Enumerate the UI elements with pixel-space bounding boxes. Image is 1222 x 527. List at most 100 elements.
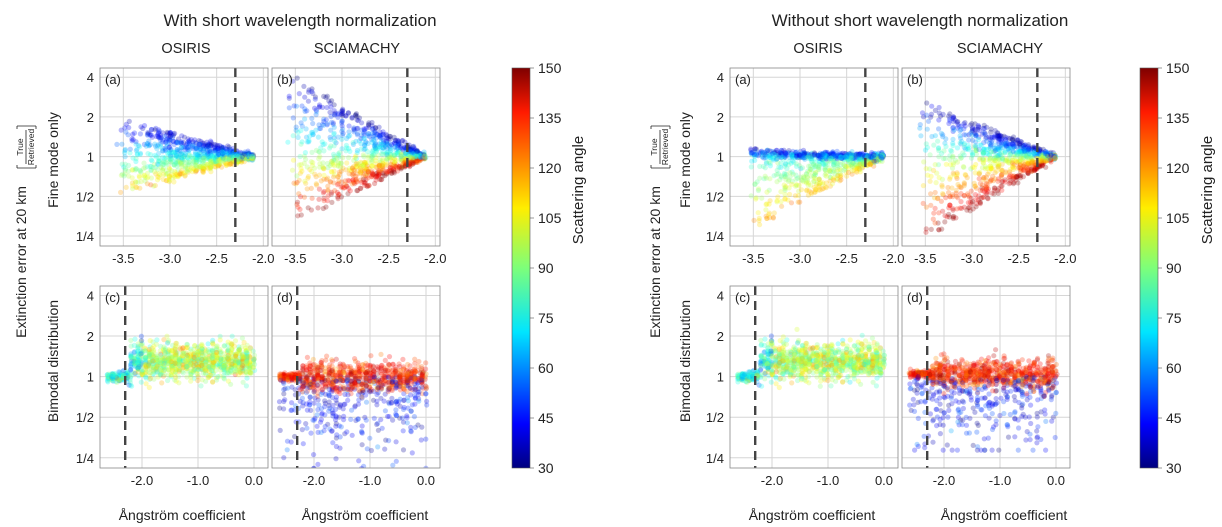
data-point xyxy=(157,357,163,363)
data-point xyxy=(143,375,149,381)
data-point xyxy=(307,399,313,405)
data-point xyxy=(196,360,202,366)
data-point xyxy=(194,155,200,161)
data-point xyxy=(187,362,193,368)
data-point xyxy=(343,148,349,154)
data-point xyxy=(321,93,327,99)
data-point xyxy=(419,377,425,383)
data-point xyxy=(845,153,851,159)
data-point xyxy=(281,376,287,382)
data-point xyxy=(831,167,837,174)
data-point xyxy=(846,169,852,175)
data-point xyxy=(225,346,231,352)
data-point xyxy=(801,155,807,161)
data-point xyxy=(830,152,836,158)
data-point xyxy=(341,362,347,368)
data-point xyxy=(774,179,780,185)
data-point xyxy=(118,127,124,133)
data-point xyxy=(247,362,253,368)
data-point xyxy=(146,138,152,144)
data-point xyxy=(421,149,427,155)
data-point xyxy=(199,365,205,371)
data-point xyxy=(306,371,312,377)
data-point xyxy=(143,362,150,368)
data-point xyxy=(282,374,288,380)
data-point xyxy=(828,153,834,159)
data-point xyxy=(217,142,223,149)
data-point xyxy=(384,170,390,176)
data-point xyxy=(351,180,357,186)
data-point xyxy=(249,153,255,159)
data-point xyxy=(116,372,122,379)
data-point xyxy=(207,149,214,155)
data-point xyxy=(397,375,403,381)
data-point xyxy=(340,185,347,191)
data-point xyxy=(876,155,882,161)
data-point xyxy=(859,151,866,157)
data-point xyxy=(141,165,147,171)
data-point xyxy=(308,381,314,387)
data-point xyxy=(825,150,831,156)
data-point xyxy=(192,162,198,168)
data-point xyxy=(375,385,381,391)
data-point xyxy=(247,349,253,355)
data-point xyxy=(218,349,224,355)
data-point xyxy=(386,374,392,380)
data-point xyxy=(336,370,342,376)
data-point xyxy=(352,380,358,386)
data-point xyxy=(205,143,211,149)
data-point xyxy=(797,148,804,154)
data-point xyxy=(413,155,419,161)
data-point xyxy=(202,367,208,373)
data-point xyxy=(868,154,874,160)
data-point xyxy=(848,161,855,167)
data-point xyxy=(166,355,172,361)
data-point xyxy=(128,353,134,360)
data-point xyxy=(335,110,341,116)
data-point xyxy=(160,171,166,178)
data-point xyxy=(134,184,140,191)
data-point xyxy=(317,125,324,132)
data-point xyxy=(285,385,291,391)
data-point xyxy=(364,148,370,154)
data-point xyxy=(291,374,298,380)
data-point xyxy=(863,152,869,158)
data-point xyxy=(770,150,776,157)
data-point xyxy=(238,156,244,162)
data-point xyxy=(353,164,359,170)
data-point xyxy=(819,156,826,163)
data-point xyxy=(306,402,313,408)
data-point xyxy=(210,359,216,365)
data-point xyxy=(193,163,199,169)
data-point xyxy=(125,369,131,375)
data-point xyxy=(230,153,236,159)
data-point xyxy=(144,363,150,369)
data-point xyxy=(786,177,792,183)
data-point xyxy=(340,155,346,161)
data-point xyxy=(752,148,758,154)
data-point xyxy=(764,215,770,221)
data-point xyxy=(185,136,191,142)
data-point xyxy=(239,356,245,363)
data-point xyxy=(129,180,135,186)
data-point xyxy=(238,158,244,164)
data-point xyxy=(823,164,829,170)
data-point xyxy=(879,153,885,159)
data-point xyxy=(398,145,405,151)
data-point xyxy=(339,109,346,115)
data-point xyxy=(838,153,844,159)
data-point xyxy=(775,160,781,166)
data-point xyxy=(303,134,310,140)
data-point xyxy=(774,153,780,159)
data-point xyxy=(248,153,254,159)
data-point xyxy=(200,143,206,149)
data-point xyxy=(171,162,177,168)
data-point xyxy=(193,159,199,165)
data-point xyxy=(176,358,183,365)
data-point xyxy=(251,357,257,363)
data-point xyxy=(331,131,337,137)
data-point xyxy=(313,147,319,153)
data-point xyxy=(786,158,792,165)
data-point xyxy=(336,191,342,197)
